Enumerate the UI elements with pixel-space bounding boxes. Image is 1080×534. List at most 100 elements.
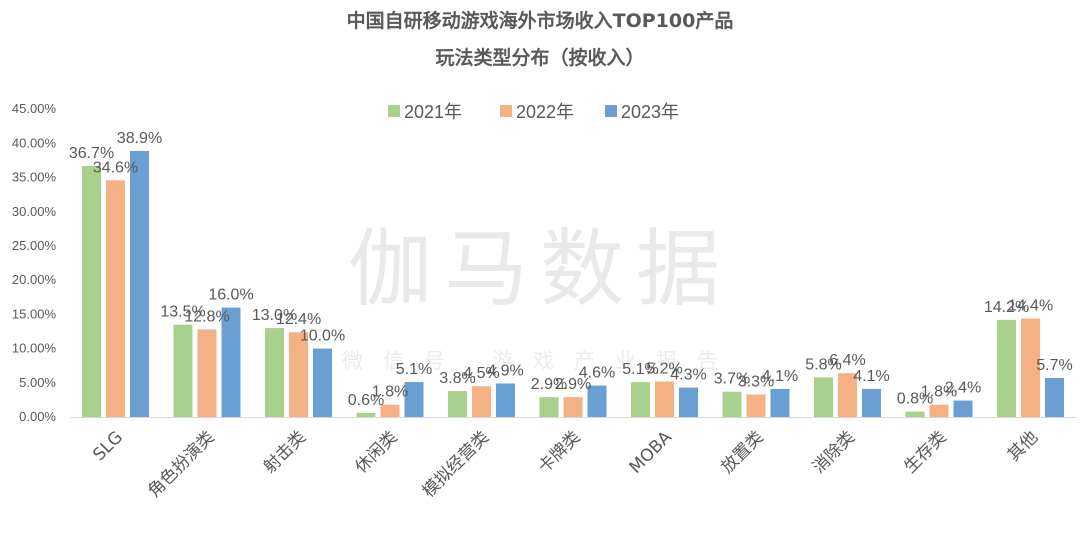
bar xyxy=(313,348,332,417)
legend-label: 2021年 xyxy=(404,102,462,122)
bar xyxy=(173,324,193,417)
x-tick-label: 其他 xyxy=(1004,427,1042,465)
data-label: 5.8% xyxy=(805,356,841,373)
bar xyxy=(106,180,125,417)
y-tick-label: 40.00% xyxy=(12,135,57,150)
data-label: 5.1% xyxy=(396,361,432,378)
data-label: 4.6% xyxy=(579,365,615,382)
bar xyxy=(1021,318,1040,417)
bar xyxy=(1045,378,1064,417)
y-tick-label: 0.00% xyxy=(19,409,56,424)
data-label: 3.3% xyxy=(738,373,774,390)
legend-swatch xyxy=(605,105,617,117)
bar xyxy=(655,381,674,417)
bar xyxy=(539,397,559,417)
data-label: 14.4% xyxy=(1008,298,1053,315)
bar xyxy=(197,329,217,417)
data-label: 4.9% xyxy=(487,362,523,379)
data-label: 13.5% xyxy=(160,304,205,321)
bar xyxy=(814,377,833,417)
bar xyxy=(997,319,1016,417)
data-label: 14.2% xyxy=(984,299,1029,316)
watermark: 伽马数据 微信号 游戏产业报告 xyxy=(342,220,738,373)
bar xyxy=(770,388,790,417)
x-tick-label: SLG xyxy=(89,427,127,465)
x-tick-label: 射击类 xyxy=(260,427,310,477)
bar xyxy=(356,412,376,417)
data-label: 6.4% xyxy=(829,352,865,369)
bar xyxy=(746,394,766,417)
data-label: 10.0% xyxy=(300,328,345,345)
data-label: 38.9% xyxy=(117,130,162,147)
y-tick-label: 25.00% xyxy=(12,238,57,253)
data-label: 34.6% xyxy=(93,159,138,176)
x-tick-label: 休闲类 xyxy=(351,427,401,477)
legend-label: 2023年 xyxy=(621,102,679,122)
watermark-main: 伽马数据 xyxy=(348,220,732,318)
data-labels: 36.7% 13.5% 13.0% 0.6% 3.8% 2.9% 5.1% 3.7% 5.8% 0… xyxy=(69,130,1073,409)
watermark-sub: 微信号 游戏产业报告 xyxy=(342,349,738,373)
data-label: 1.8% xyxy=(372,384,408,401)
bar xyxy=(289,332,308,417)
data-label: 4.5% xyxy=(463,365,499,382)
bar xyxy=(953,400,973,417)
x-tick-label: 生存类 xyxy=(900,427,950,477)
chart-subtitle: 玩法类型分布（按收入） xyxy=(435,46,644,69)
data-label: 12.4% xyxy=(276,311,321,328)
data-label: 5.1% xyxy=(622,361,658,378)
bar xyxy=(631,382,650,417)
legend-label: 2022年 xyxy=(516,102,574,122)
data-label: 4.3% xyxy=(670,367,706,384)
legend-swatch xyxy=(388,105,400,117)
data-label: 0.8% xyxy=(897,391,933,408)
data-label: 36.7% xyxy=(69,145,114,162)
bar xyxy=(563,397,583,417)
bar xyxy=(496,383,515,417)
x-tick-label: 卡牌类 xyxy=(534,427,584,477)
bar xyxy=(838,373,857,417)
legend: 2021年 2022年 2023年 xyxy=(388,102,679,122)
bar xyxy=(130,150,149,417)
data-label: 4.1% xyxy=(762,368,798,385)
data-label: 3.8% xyxy=(439,370,475,387)
x-tick-label: 模拟经营类 xyxy=(419,427,493,501)
data-label: 0.6% xyxy=(348,392,384,409)
x-axis: SLG 角色扮演类 射击类 休闲类 模拟经营类 卡牌类 MOBA 放置类 消除类 生存类 其他 xyxy=(70,417,1077,502)
y-tick-label: 30.00% xyxy=(12,204,57,219)
chart-title: 中国自研移动游戏海外市场收入TOP100产品 xyxy=(347,9,734,32)
bar xyxy=(265,328,284,417)
bar xyxy=(929,404,949,417)
bar xyxy=(472,386,491,417)
x-tick-label: 消除类 xyxy=(809,427,859,477)
y-tick-label: 15.00% xyxy=(12,306,57,321)
data-label: 13.0% xyxy=(252,307,297,324)
bar xyxy=(862,388,881,417)
y-tick-label: 20.00% xyxy=(12,272,57,287)
bars xyxy=(82,150,1064,417)
bar xyxy=(587,385,607,417)
x-tick-label: 角色扮演类 xyxy=(144,427,218,501)
y-tick-label: 5.00% xyxy=(19,375,56,390)
bar xyxy=(679,387,698,417)
bar xyxy=(404,382,424,417)
y-tick-label: 10.00% xyxy=(12,341,57,356)
bar xyxy=(380,404,400,417)
bar xyxy=(448,391,467,417)
bar xyxy=(82,165,101,417)
data-label: 2.4% xyxy=(945,380,981,397)
data-label: 2.9% xyxy=(531,376,567,393)
data-label: 4.1% xyxy=(853,368,889,385)
x-tick-label: 放置类 xyxy=(717,427,767,477)
y-tick-label: 45.00% xyxy=(12,101,57,116)
legend-swatch xyxy=(500,105,512,117)
data-label: 16.0% xyxy=(208,287,253,304)
bar xyxy=(905,411,925,417)
data-label: 1.8% xyxy=(921,384,957,401)
data-label: 2.9% xyxy=(555,376,591,393)
bar xyxy=(722,391,742,417)
data-label: 12.8% xyxy=(184,308,229,325)
data-label: 5.2% xyxy=(646,360,682,377)
y-tick-label: 35.00% xyxy=(12,170,57,185)
data-label: 3.7% xyxy=(714,371,750,388)
